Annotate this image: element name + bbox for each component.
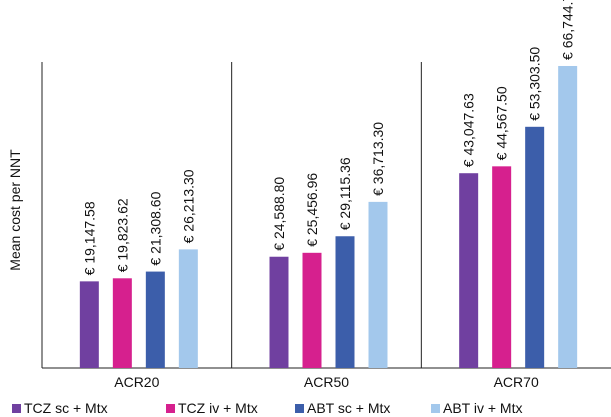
data-label: € 44,567.50 (494, 86, 510, 160)
data-label: € 66,744.78 (560, 0, 576, 60)
data-label: € 36,713.30 (370, 122, 386, 196)
bar-acr20-2 (112, 278, 132, 368)
y-axis-label: Mean cost per NNT (7, 149, 23, 271)
data-label: € 24,588.80 (271, 177, 287, 251)
bar-acr20-4 (178, 249, 198, 368)
legend-swatch (295, 404, 304, 413)
legend-item-label: TCZ sc + Mtx (24, 400, 108, 416)
x-tick-label: ACR50 (304, 374, 349, 390)
bar-acr20-1 (79, 281, 99, 368)
x-tick-label: ACR20 (114, 374, 159, 390)
bar-acr50-3 (335, 236, 355, 368)
data-label: € 25,456.96 (304, 173, 320, 247)
bar-acr70-1 (459, 173, 479, 368)
bar-acr70-4 (558, 65, 578, 369)
bar-acr70-3 (525, 126, 545, 368)
legend-item-label: ABT sc + Mtx (307, 400, 390, 416)
legend-item-label: ABT iv + Mtx (443, 400, 522, 416)
bar-acr20-3 (145, 271, 165, 368)
bars-group (79, 65, 578, 369)
data-label: € 29,115.36 (337, 157, 353, 230)
bar-acr70-2 (492, 166, 512, 368)
bar-acr50-1 (269, 256, 289, 368)
data-label: € 21,308.60 (147, 191, 163, 265)
legend-swatch (431, 404, 440, 413)
legend: TCZ sc + Mtx TCZ iv + Mtx ABT sc + Mtx ABT … (12, 400, 522, 416)
data-label: € 19,823.62 (114, 198, 130, 272)
plot-frame (41, 62, 611, 369)
legend-item-label: TCZ iv + Mtx (178, 400, 258, 416)
data-label: € 26,213.30 (180, 169, 196, 243)
data-labels-group: € 19,147.58 € 19,823.62 € 21,308.60 € 26,21… (81, 0, 575, 275)
category-labels-group: ACR20 ACR50 ACR70 (114, 374, 539, 390)
bar-acr50-2 (302, 252, 322, 368)
x-tick-label: ACR70 (494, 374, 539, 390)
data-label: € 19,147.58 (81, 201, 97, 275)
data-label: € 43,047.63 (461, 93, 477, 167)
bar-acr50-4 (368, 201, 388, 368)
data-label: € 53,303.50 (527, 47, 543, 121)
legend-swatch (12, 404, 21, 413)
legend-swatch (166, 404, 175, 413)
